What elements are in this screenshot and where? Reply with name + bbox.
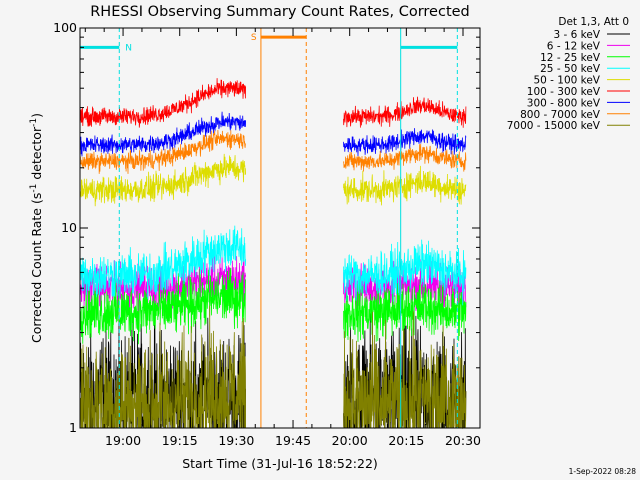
y-tick-label-2: 10 bbox=[61, 220, 77, 235]
legend-label-4: 25 - 50 keV bbox=[540, 63, 601, 75]
x-axis-label: Start Time (31-Jul-16 18:52:22) bbox=[182, 456, 378, 471]
axis-layer: 1 10 100 19:00 19:15 19:30 19:45 20:00 20:15 20:3… bbox=[53, 20, 481, 448]
y-tick-label-3: 100 bbox=[53, 20, 77, 35]
series-line-7 bbox=[80, 111, 467, 157]
legend-label-2: 6 - 12 keV bbox=[547, 40, 601, 52]
series-line-5 bbox=[80, 153, 467, 207]
series-line-8 bbox=[80, 129, 467, 174]
y-axis-label-part3: ) bbox=[29, 113, 44, 118]
legend-label-6: 100 - 300 keV bbox=[527, 86, 601, 98]
flag-label-3: S bbox=[251, 33, 257, 43]
y-axis-label-sup1: -1 bbox=[29, 184, 39, 193]
series-line-6 bbox=[80, 78, 467, 128]
data-layer bbox=[80, 78, 467, 430]
x-tick-label-5: 20:00 bbox=[332, 433, 368, 448]
y-axis-label-part1: Corrected Count Rate (s bbox=[29, 193, 44, 343]
series-line-4 bbox=[80, 225, 467, 306]
legend-label-9: 7000 - 15000 keV bbox=[507, 120, 601, 132]
x-tick-label-2: 19:15 bbox=[162, 433, 198, 448]
legend-label-5: 50 - 100 keV bbox=[533, 75, 600, 87]
legend-header: Det 1,3, Att 0 bbox=[558, 16, 629, 28]
legend-label-1: 3 - 6 keV bbox=[553, 29, 600, 41]
x-tick-label-4: 19:45 bbox=[275, 433, 311, 448]
y-axis-label-part2: detector bbox=[29, 126, 44, 184]
flag-label-1: N bbox=[125, 43, 132, 53]
series-line-3 bbox=[80, 267, 467, 345]
x-tick-label-3: 19:30 bbox=[218, 433, 254, 448]
footer-date: 1-Sep-2022 08:28 bbox=[569, 467, 637, 476]
legend-label-8: 800 - 7000 keV bbox=[520, 109, 601, 121]
chart-title: RHESSI Observing Summary Count Rates, Co… bbox=[90, 4, 470, 20]
y-axis-label: Corrected Count Rate (s-1 detector-1) bbox=[29, 113, 44, 343]
y-tick-label-1: 1 bbox=[69, 420, 77, 435]
x-tick-label-6: 20:15 bbox=[388, 433, 424, 448]
x-tick-label-1: 19:00 bbox=[105, 433, 141, 448]
y-axis-label-sup2: -1 bbox=[29, 118, 39, 127]
legend-label-7: 300 - 800 keV bbox=[527, 97, 601, 109]
x-tick-label-7: 20:30 bbox=[445, 433, 481, 448]
legend-label-3: 12 - 25 keV bbox=[540, 52, 601, 64]
annotation-layer: NS bbox=[80, 28, 458, 428]
